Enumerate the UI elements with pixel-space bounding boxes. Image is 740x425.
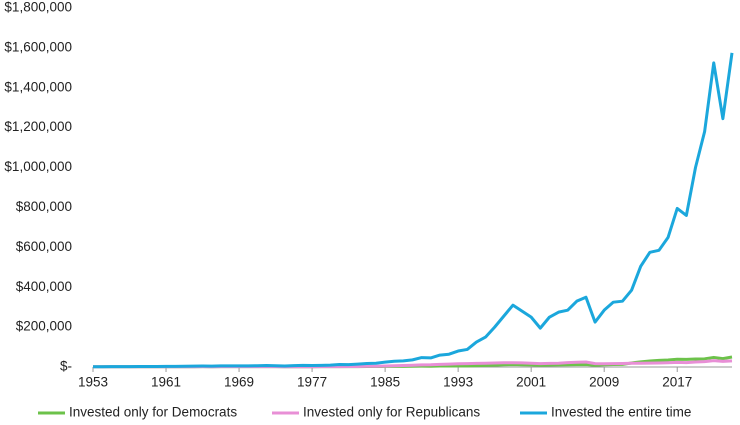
y-tick-label: $1,200,000	[4, 119, 72, 134]
x-tick-label: 2001	[516, 375, 546, 390]
x-tick-label: 1993	[443, 375, 473, 390]
legend-label: Invested the entire time	[551, 405, 691, 420]
x-tick-label: 1953	[78, 375, 108, 390]
series-line	[92, 52, 734, 369]
legend-label: Invested only for Democrats	[69, 405, 237, 420]
y-tick-label: $1,800,000	[4, 0, 72, 15]
y-tick-label: $-	[60, 359, 72, 374]
y-tick-label: $1,400,000	[4, 79, 72, 94]
y-tick-label: $600,000	[16, 239, 72, 254]
x-tick-label: 2009	[589, 375, 619, 390]
x-tick-label: 1977	[297, 375, 327, 390]
y-tick-label: $400,000	[16, 279, 72, 294]
y-tick-label: $200,000	[16, 319, 72, 334]
y-tick-label: $800,000	[16, 199, 72, 214]
x-tick-label: 1969	[224, 375, 254, 390]
x-tick-label: 1961	[151, 375, 181, 390]
x-tick-label: 1985	[370, 375, 400, 390]
legend-label: Invested only for Republicans	[303, 405, 480, 420]
y-tick-label: $1,600,000	[4, 39, 72, 54]
x-tick-label: 2017	[662, 375, 692, 390]
y-tick-label: $1,000,000	[4, 159, 72, 174]
